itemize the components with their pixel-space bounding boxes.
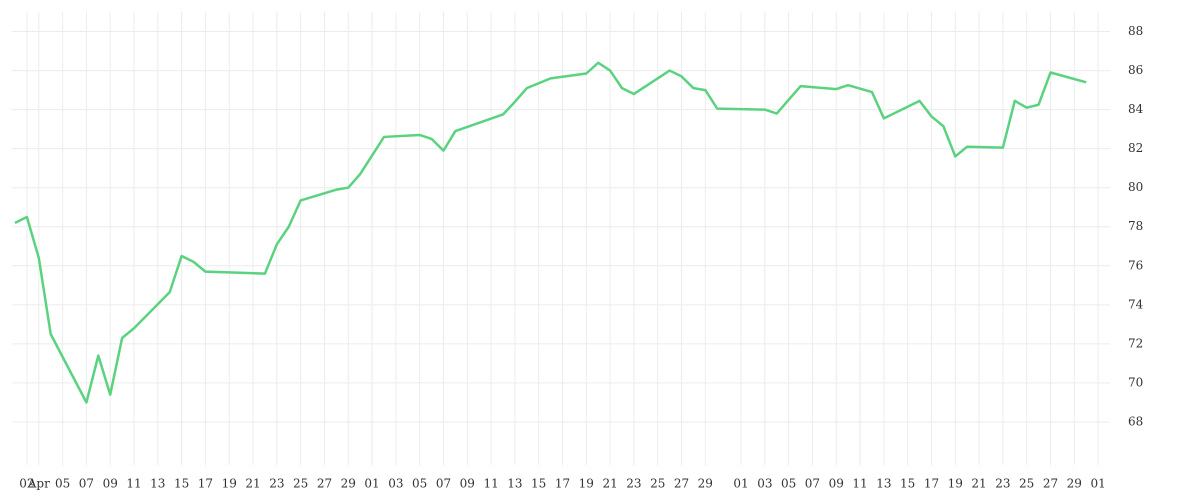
x-tick-label: 07 [79,477,94,491]
x-tick-label: 25 [293,477,308,491]
y-tick-label: 80 [1128,180,1143,194]
x-tick-label: 19 [579,477,594,491]
y-tick-label: 72 [1128,336,1143,350]
x-tick-label: 19 [222,477,237,491]
x-tick-label: 29 [1067,477,1082,491]
x-tick-label: 21 [602,477,617,491]
x-tick-label: 05 [55,477,70,491]
x-tick-label: 01 [364,477,379,491]
y-tick-label: 86 [1128,63,1143,77]
x-tick-label: 25 [650,477,665,491]
y-tick-label: 84 [1128,102,1144,116]
x-tick-label: 25 [1019,477,1034,491]
x-tick-label: 05 [412,477,427,491]
y-tick-label: 70 [1128,375,1143,389]
x-tick-label: 13 [150,477,165,491]
x-tick-label: 01 [733,477,748,491]
x-tick-label: 11 [483,477,498,491]
x-tick-label: 21 [971,477,986,491]
x-tick-label: 15 [174,477,189,491]
x-tick-label: 11 [126,477,141,491]
y-tick-label: 88 [1128,24,1143,38]
x-tick-label: 17 [555,477,570,491]
x-tick-label: 23 [995,477,1010,491]
x-tick-label: 09 [460,477,475,491]
x-tick-label: 01 [1090,477,1105,491]
y-tick-label: 82 [1128,141,1143,155]
x-tick-label: 19 [948,477,963,491]
x-tick-label: 27 [317,477,332,491]
x-tick-label: 07 [805,477,820,491]
data-line [14,61,1087,404]
x-tick-label: 09 [103,477,118,491]
x-tick-label: 02 [19,477,34,491]
x-tick-label: 15 [900,477,915,491]
x-tick-label: 03 [388,477,403,491]
x-tick-label: 09 [829,477,844,491]
x-tick-label: 17 [198,477,213,491]
y-tick-label: 78 [1128,219,1143,233]
y-tick-label: 68 [1128,414,1143,428]
x-tick-label: 13 [507,477,522,491]
x-tick-label: 29 [698,477,713,491]
x-tick-label: 05 [781,477,796,491]
x-tick-label: 03 [757,477,772,491]
plot-area [12,12,1110,465]
x-tick-label: 15 [531,477,546,491]
x-tick-label: 17 [924,477,939,491]
x-tick-label: 23 [626,477,641,491]
x-tick-label: 11 [852,477,867,491]
y-tick-label: 76 [1128,258,1143,272]
x-tick-label: 07 [436,477,451,491]
x-tick-label: 21 [245,477,260,491]
y-tick-label: 74 [1128,297,1144,311]
x-tick-label: 29 [341,477,356,491]
x-tick-label: 13 [876,477,891,491]
x-tick-label: 27 [674,477,689,491]
x-tick-label: 27 [1043,477,1058,491]
x-tick-label: 23 [269,477,284,491]
x-tick-label: Apr [27,477,50,491]
